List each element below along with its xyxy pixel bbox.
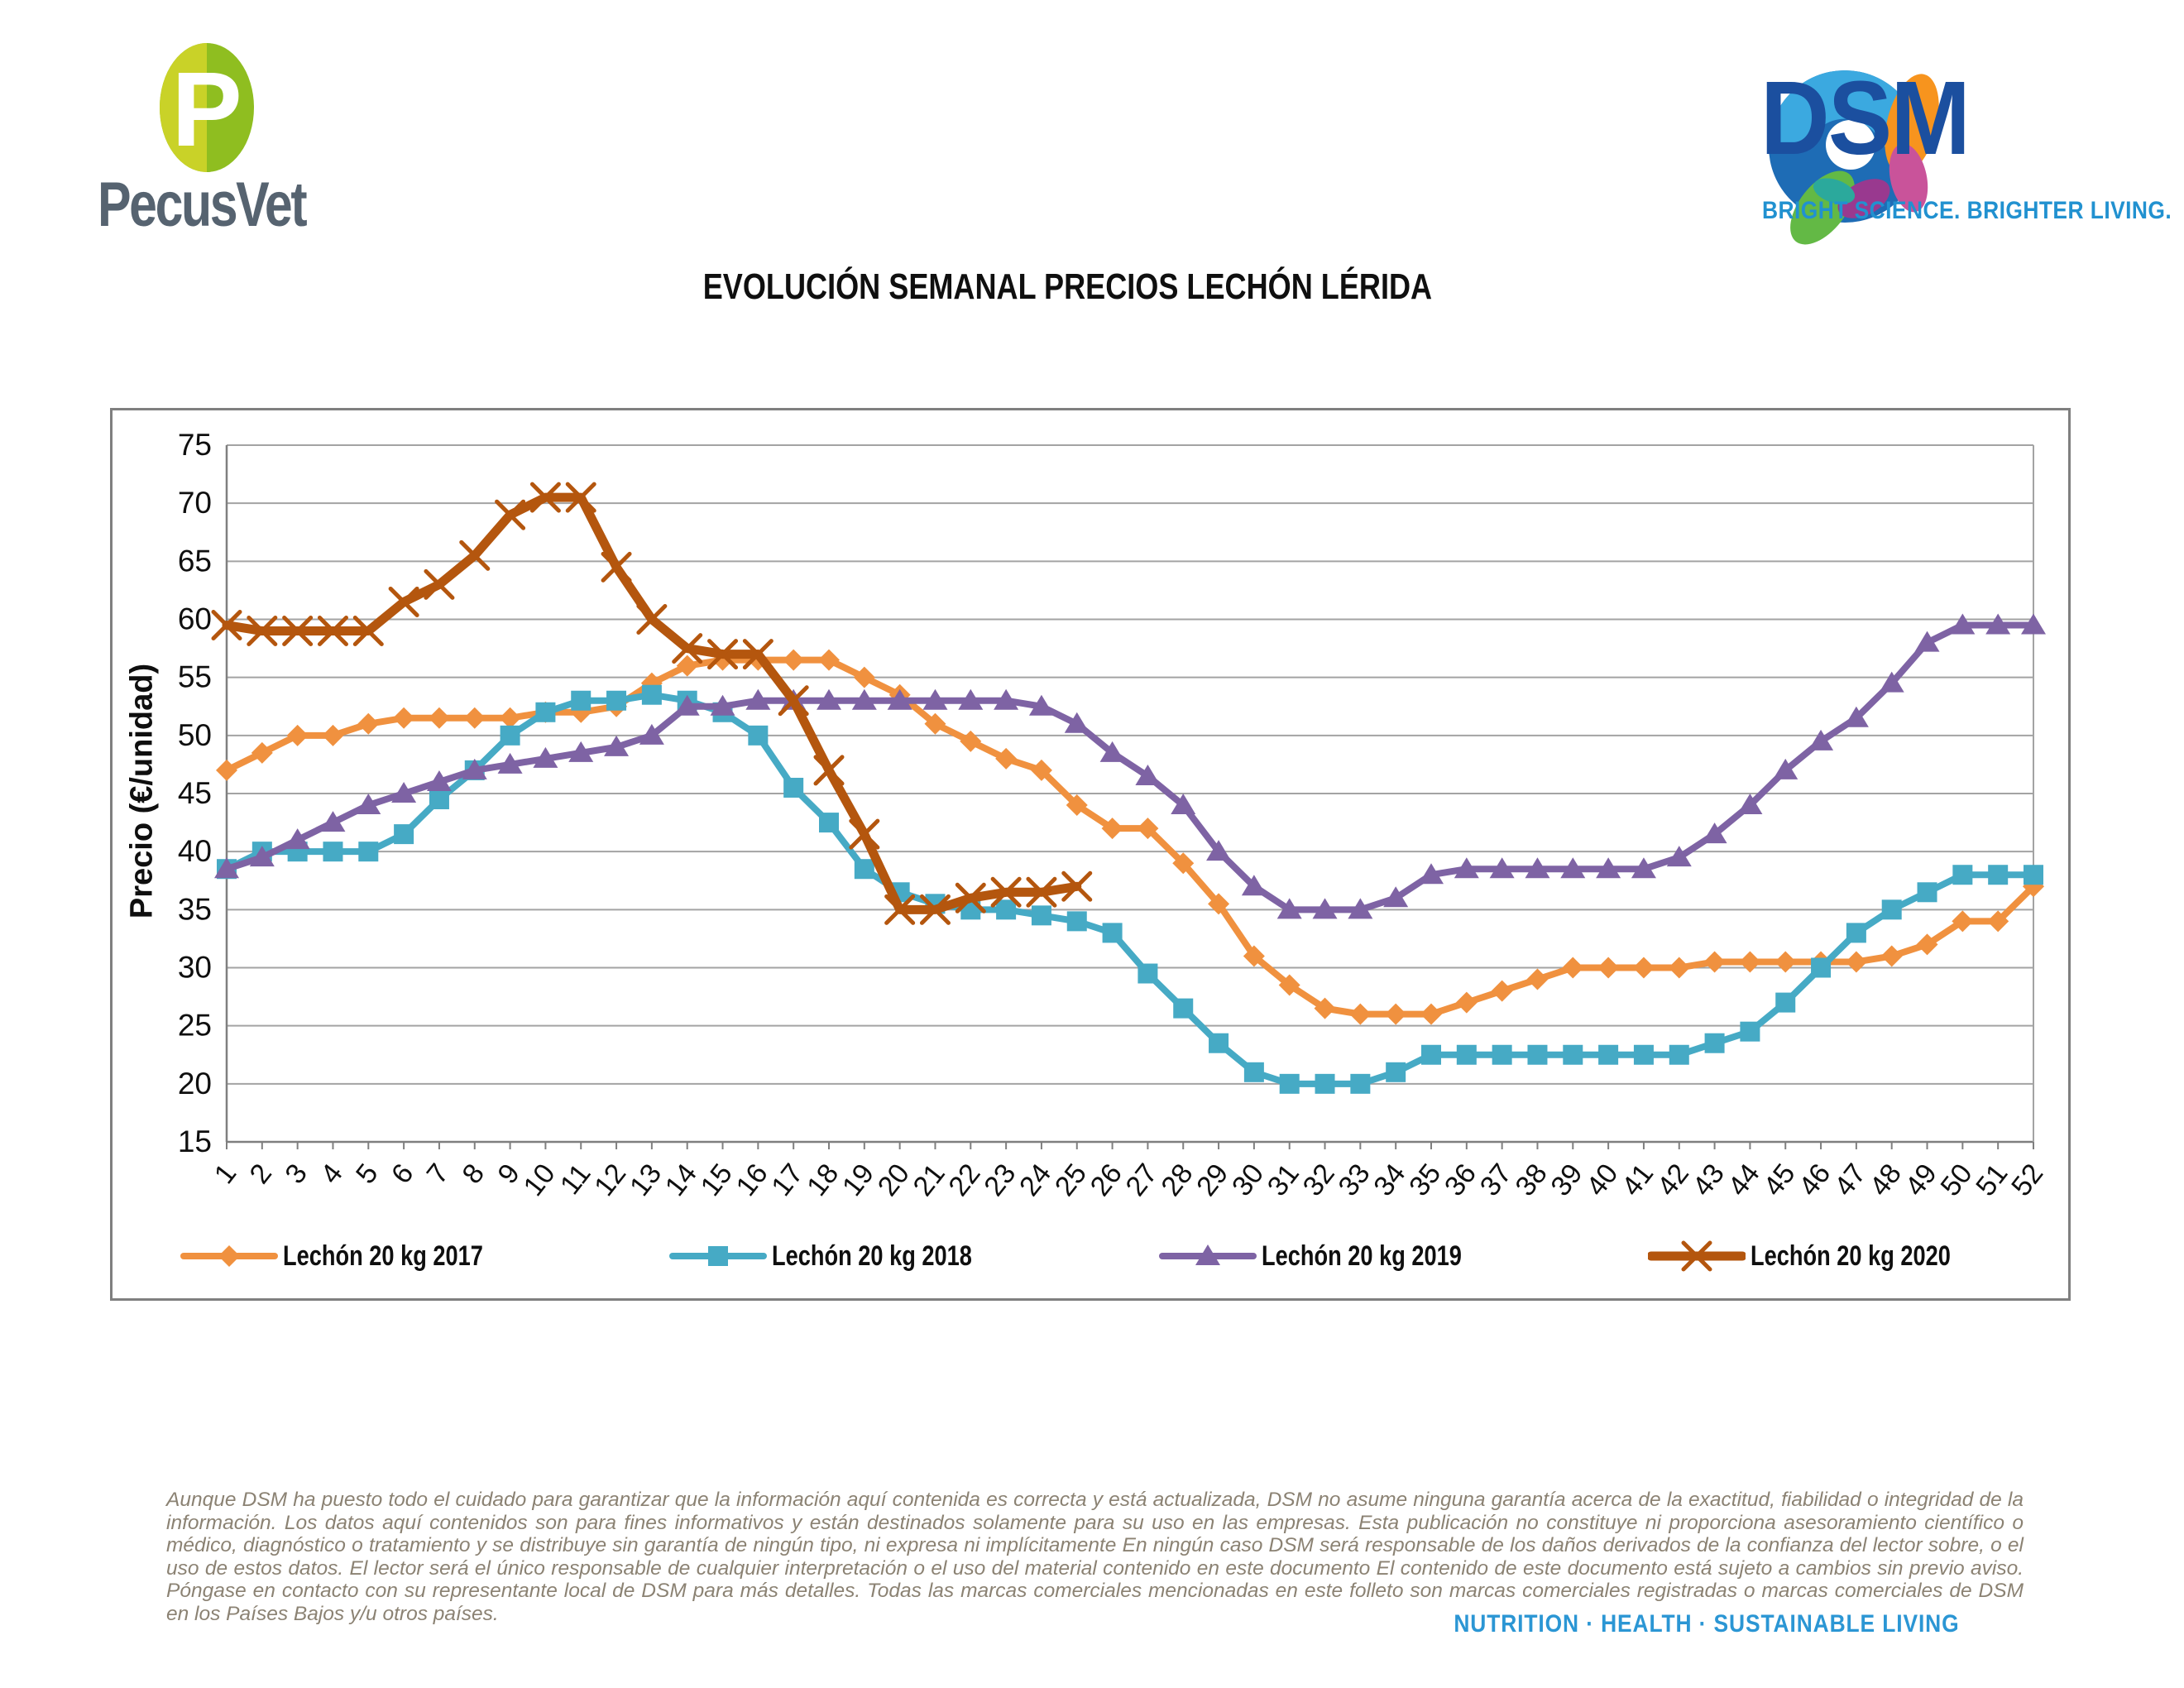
x-tick-label: 4 xyxy=(314,1158,349,1190)
x-tick-label: 3 xyxy=(279,1158,314,1190)
y-tick-label: 65 xyxy=(178,544,212,578)
pecusvet-logo: P xyxy=(160,43,254,172)
legend-item-lech-n-20-kg-2019: Lechón 20 kg 2019 xyxy=(1158,1240,1511,1273)
chart-legend: Lechón 20 kg 2017 Lechón 20 kg 2018 Lechón… xyxy=(113,1240,2068,1273)
chart: 15 20 25 30 35 40 45 50 55 60 65 70 75 1 2 3 4 5 6 7 8 9 10 11 1… xyxy=(110,408,2071,1301)
x-tick-label: 6 xyxy=(386,1158,420,1190)
brand-tagline: NUTRITION · HEALTH · SUSTAINABLE LIVING xyxy=(1454,1610,1960,1638)
y-tick-label: 30 xyxy=(178,951,212,985)
legend-item-lech-n-20-kg-2020: Lechón 20 kg 2020 xyxy=(1647,1240,2000,1273)
pecusvet-p-letter: P xyxy=(171,50,242,169)
series-lech-n-20-kg-2020 xyxy=(211,482,1093,925)
x-tick-label: 7 xyxy=(421,1158,456,1190)
y-tick-label: 45 xyxy=(178,776,212,810)
y-axis-labels: 15 20 25 30 35 40 45 50 55 60 65 70 75 xyxy=(178,428,212,1158)
legend-label: Lechón 20 kg 2019 xyxy=(1261,1240,1462,1272)
series-lech-n-20-kg-2019 xyxy=(214,613,2046,919)
legend-item-lech-n-20-kg-2017: Lechón 20 kg 2017 xyxy=(180,1240,533,1273)
y-tick-label: 15 xyxy=(178,1125,212,1158)
x-tick-label: 5 xyxy=(350,1158,385,1190)
y-tick-label: 70 xyxy=(178,486,212,520)
y-axis-title: Precio (€/unidad) xyxy=(124,663,160,919)
x-tick-label: 8 xyxy=(456,1158,491,1190)
x-axis-labels: 1 2 3 4 5 6 7 8 91011121314151617181920212223242… xyxy=(208,1142,2049,1202)
y-tick-label: 75 xyxy=(178,428,212,462)
x-tick-label: 2 xyxy=(244,1158,279,1190)
axes xyxy=(225,445,2034,1142)
dsm-name: DSM xyxy=(1760,60,1971,176)
square-marker-icon xyxy=(669,1246,768,1266)
x-marker-icon xyxy=(1647,1240,1746,1272)
series-lech-n-20-kg-2017 xyxy=(216,649,2044,1025)
y-tick-label: 25 xyxy=(178,1009,212,1043)
dsm-tagline: BRIGHT SCIENCE. BRIGHTER LIVING. xyxy=(1762,197,2172,224)
legend-item-lech-n-20-kg-2018: Lechón 20 kg 2018 xyxy=(669,1240,1022,1273)
series-lech-n-20-kg-2018 xyxy=(217,684,2043,1094)
y-tick-label: 35 xyxy=(178,892,212,926)
pecusvet-wordmark: PecusVet xyxy=(98,170,308,240)
y-tick-label: 40 xyxy=(178,834,212,868)
y-tick-label: 55 xyxy=(178,660,212,694)
diamond-marker-icon xyxy=(180,1245,278,1267)
y-tick-label: 50 xyxy=(178,718,212,752)
page-title-text: EVOLUCIÓN SEMANAL PRECIOS LECHÓN LÉRIDA xyxy=(702,266,1432,307)
x-tick-label: 52 xyxy=(2005,1158,2049,1202)
legend-label: Lechón 20 kg 2017 xyxy=(282,1240,483,1272)
y-tick-label: 60 xyxy=(178,602,212,636)
triangle-marker-icon xyxy=(1158,1244,1257,1265)
legend-label: Lechón 20 kg 2018 xyxy=(772,1240,973,1272)
pecusvet-leaf-left xyxy=(160,43,207,172)
dsm-swirl-icon xyxy=(1769,70,1939,245)
disclaimer-text: Aunque DSM ha puesto todo el cuidado par… xyxy=(166,1489,2024,1625)
x-tick-label: 1 xyxy=(208,1158,243,1190)
y-tick-label: 20 xyxy=(178,1067,212,1101)
dsm-logo xyxy=(1769,70,1939,245)
legend-label: Lechón 20 kg 2020 xyxy=(1750,1240,1951,1272)
page-title: EVOLUCIÓN SEMANAL PRECIOS LECHÓN LÉRIDA xyxy=(0,266,2134,308)
